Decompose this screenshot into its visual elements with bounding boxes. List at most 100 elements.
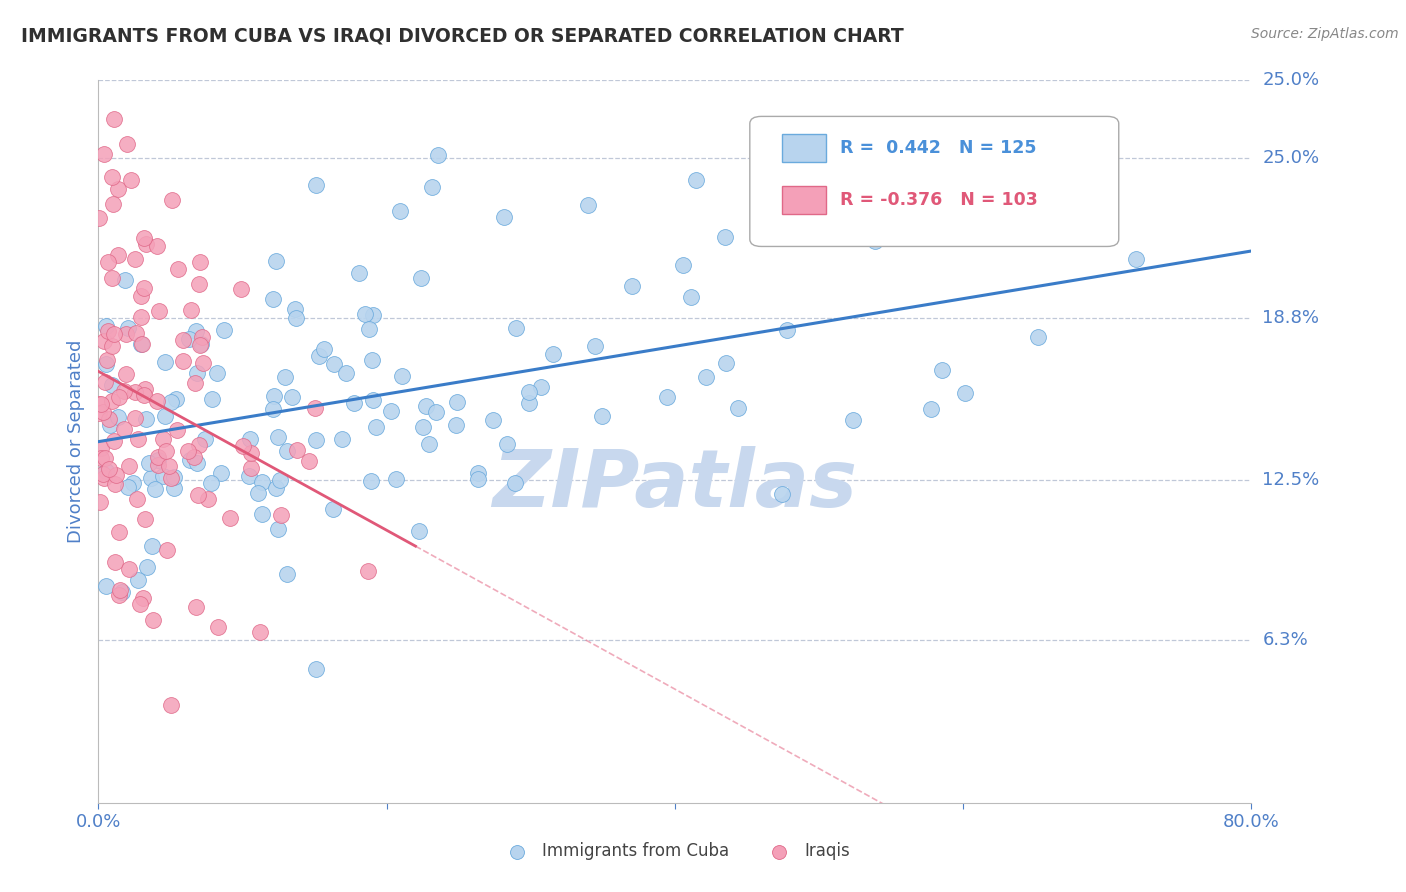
Point bbox=[127, 573, 149, 587]
Point bbox=[135, 411, 157, 425]
Point bbox=[87, 406, 110, 420]
Point bbox=[264, 253, 287, 268]
Text: R =  0.442   N = 125: R = 0.442 N = 125 bbox=[839, 139, 1036, 157]
Point bbox=[263, 389, 285, 403]
Text: 25.0%: 25.0% bbox=[1263, 71, 1320, 89]
Point bbox=[360, 474, 382, 488]
Point bbox=[209, 467, 232, 481]
Point bbox=[276, 444, 298, 458]
Point bbox=[685, 172, 707, 186]
Point bbox=[100, 170, 122, 185]
Point bbox=[98, 418, 121, 433]
Point bbox=[361, 353, 384, 368]
Point bbox=[143, 482, 166, 496]
Point bbox=[107, 588, 129, 602]
Point bbox=[186, 456, 208, 470]
Point bbox=[90, 450, 112, 465]
Point bbox=[727, 401, 749, 416]
Point bbox=[335, 366, 357, 380]
Point bbox=[97, 254, 120, 268]
Point bbox=[101, 197, 124, 211]
Point bbox=[94, 464, 117, 478]
Point bbox=[200, 475, 222, 490]
Point bbox=[357, 321, 380, 335]
Point bbox=[304, 401, 326, 416]
Point bbox=[305, 434, 328, 448]
Point bbox=[153, 409, 176, 423]
Point bbox=[322, 501, 344, 516]
Point bbox=[87, 397, 110, 411]
Point bbox=[621, 279, 644, 293]
Point bbox=[184, 376, 207, 391]
Point bbox=[117, 480, 139, 494]
Point bbox=[89, 211, 111, 225]
Point bbox=[112, 384, 135, 398]
Point bbox=[104, 476, 127, 491]
Point bbox=[197, 492, 219, 507]
Text: ZIPatlas: ZIPatlas bbox=[492, 446, 858, 524]
Point bbox=[101, 338, 124, 352]
Point bbox=[239, 445, 262, 459]
Point bbox=[98, 412, 121, 426]
Point bbox=[187, 488, 209, 502]
Point bbox=[93, 451, 115, 466]
Point bbox=[418, 437, 440, 451]
Point bbox=[446, 395, 468, 409]
Point bbox=[108, 582, 131, 597]
Point bbox=[94, 579, 117, 593]
Point bbox=[117, 136, 139, 151]
Point bbox=[136, 559, 159, 574]
Point bbox=[135, 236, 157, 251]
Point bbox=[132, 591, 155, 606]
Point bbox=[385, 472, 408, 486]
Point bbox=[330, 432, 353, 446]
Point bbox=[120, 173, 142, 187]
Point bbox=[105, 467, 128, 482]
Point bbox=[184, 324, 207, 338]
Point bbox=[190, 337, 212, 351]
Point bbox=[776, 323, 799, 337]
Point bbox=[89, 495, 111, 509]
Point bbox=[160, 193, 183, 207]
Point bbox=[129, 597, 152, 611]
Point bbox=[114, 327, 136, 342]
Point bbox=[1026, 330, 1049, 344]
Point bbox=[264, 481, 287, 495]
Text: IMMIGRANTS FROM CUBA VS IRAQI DIVORCED OR SEPARATED CORRELATION CHART: IMMIGRANTS FROM CUBA VS IRAQI DIVORCED O… bbox=[21, 27, 904, 45]
Point bbox=[219, 511, 242, 525]
Point bbox=[347, 266, 370, 280]
Point bbox=[166, 423, 188, 437]
Point bbox=[156, 543, 179, 558]
Point bbox=[177, 332, 200, 346]
Point bbox=[184, 599, 207, 614]
Point bbox=[356, 565, 378, 579]
Point bbox=[100, 394, 122, 409]
Point bbox=[152, 468, 174, 483]
Point bbox=[266, 522, 288, 536]
Point bbox=[207, 620, 229, 634]
Point bbox=[482, 413, 505, 427]
Point bbox=[114, 368, 136, 382]
Point bbox=[249, 624, 271, 639]
Point bbox=[591, 409, 613, 423]
Point bbox=[267, 430, 290, 444]
Point bbox=[765, 186, 787, 201]
Point bbox=[141, 539, 163, 553]
Point bbox=[132, 281, 155, 295]
Point bbox=[129, 337, 152, 351]
Point bbox=[1125, 252, 1147, 266]
Point bbox=[93, 334, 115, 349]
Point bbox=[132, 231, 155, 245]
Point bbox=[93, 471, 115, 485]
Point bbox=[425, 405, 447, 419]
Point bbox=[188, 277, 211, 291]
Point bbox=[541, 347, 564, 361]
Point bbox=[148, 304, 170, 318]
Point bbox=[134, 512, 156, 526]
Point bbox=[583, 339, 606, 353]
Point bbox=[238, 469, 260, 483]
Point bbox=[96, 352, 118, 367]
Point bbox=[107, 409, 129, 424]
Point bbox=[285, 442, 308, 457]
Point bbox=[94, 357, 117, 371]
